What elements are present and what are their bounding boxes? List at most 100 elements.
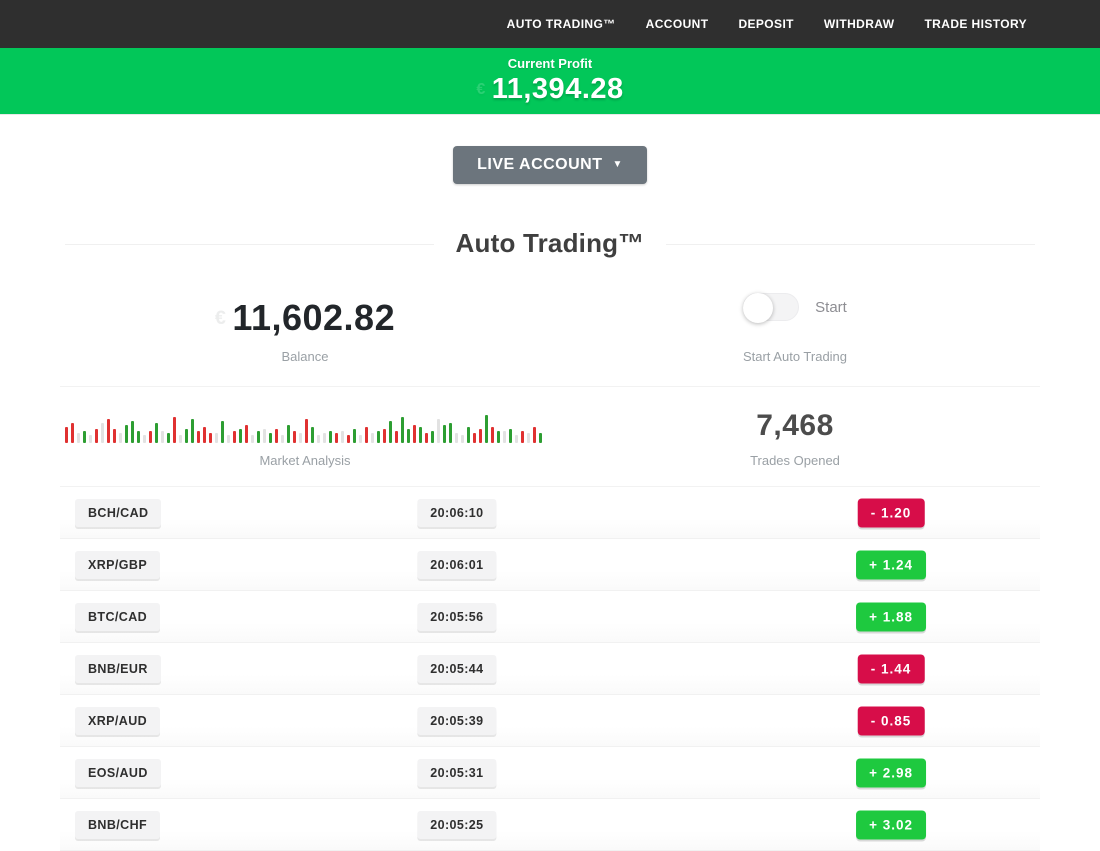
- chart-bar: [167, 433, 170, 443]
- chart-bar: [509, 429, 512, 443]
- table-row: BNB/EUR 20:05:44 - 1.44: [60, 643, 1040, 695]
- chart-bar: [473, 433, 476, 443]
- table-row: BTC/CAD 20:05:56 + 1.88: [60, 591, 1040, 643]
- chart-bar: [395, 431, 398, 443]
- chart-bar: [419, 427, 422, 443]
- chart-bar: [323, 433, 326, 443]
- chart-bar: [479, 429, 482, 443]
- auto-trading-toggle-stat: Start Start Auto Trading: [550, 293, 1040, 364]
- chart-bar: [77, 433, 80, 443]
- chart-bar: [191, 419, 194, 443]
- nav-item-withdraw[interactable]: WITHDRAW: [823, 17, 895, 31]
- chart-bar: [287, 425, 290, 443]
- start-auto-trading-caption: Start Auto Trading: [742, 349, 848, 364]
- trades-opened-value: 7,468: [756, 409, 834, 442]
- chart-bar: [341, 431, 344, 443]
- table-row: XRP/GBP 20:06:01 + 1.24: [60, 539, 1040, 591]
- chart-bar: [269, 433, 272, 443]
- chart-bar: [407, 429, 410, 443]
- chart-bar: [197, 431, 200, 443]
- trade-pair-chip: XRP/GBP: [75, 550, 161, 579]
- trade-time-chip: 20:05:25: [417, 810, 497, 839]
- chart-bar: [497, 431, 500, 443]
- currency-symbol-faint: €: [476, 80, 486, 98]
- chart-bar: [389, 421, 392, 443]
- chart-bar: [485, 415, 488, 443]
- recent-trades-table: BCH/CAD 20:06:10 - 1.20 XRP/GBP 20:06:01…: [60, 487, 1040, 851]
- chart-bar: [365, 427, 368, 443]
- chart-bar: [503, 431, 506, 443]
- chart-bar: [179, 435, 182, 443]
- chart-bar: [455, 433, 458, 443]
- chart-bar: [359, 435, 362, 443]
- chart-bar: [263, 429, 266, 443]
- chart-bar: [125, 425, 128, 443]
- trade-profit-badge: - 1.44: [857, 654, 925, 683]
- stats-row-market-trades: Market Analysis 7,468 Trades Opened: [60, 387, 1040, 487]
- trade-profit-badge: - 1.20: [857, 498, 925, 527]
- chart-bar: [431, 431, 434, 443]
- live-account-label: LIVE ACCOUNT: [477, 156, 603, 173]
- chart-bar: [89, 435, 92, 443]
- stats-row-balance-toggle: € 11,602.82 Balance Start Start Auto Tra…: [60, 260, 1040, 387]
- current-profit-banner: Current Profit € 11,394.28: [0, 48, 1100, 115]
- trade-pair-chip: BCH/CAD: [75, 498, 162, 527]
- trades-opened-label: Trades Opened: [750, 453, 840, 468]
- chart-bar: [521, 431, 524, 443]
- chart-bar: [227, 435, 230, 443]
- trade-time-chip: 20:05:56: [417, 602, 497, 631]
- chart-bar: [383, 429, 386, 443]
- chart-bar: [443, 425, 446, 443]
- chart-bar: [329, 431, 332, 443]
- nav-item-auto-trading[interactable]: AUTO TRADING™: [506, 17, 616, 31]
- chart-bar: [533, 427, 536, 443]
- chart-bar: [437, 419, 440, 443]
- page-title: Auto Trading™: [433, 228, 667, 259]
- chart-bar: [467, 427, 470, 443]
- section-title-row: Auto Trading™: [60, 228, 1040, 260]
- chart-bar: [221, 421, 224, 443]
- account-selector-row: LIVE ACCOUNT ▼: [0, 146, 1100, 184]
- currency-symbol-faint: €: [214, 306, 227, 329]
- chart-bar: [449, 423, 452, 443]
- trade-profit-badge: - 0.85: [857, 706, 925, 735]
- table-row: BNB/CHF 20:05:25 + 3.02: [60, 799, 1040, 851]
- nav-item-account[interactable]: ACCOUNT: [645, 17, 709, 31]
- chart-bar: [281, 435, 284, 443]
- chart-bar: [347, 435, 350, 443]
- trade-profit-badge: + 2.98: [856, 758, 926, 787]
- toggle-line: Start: [743, 293, 847, 323]
- table-row: BCH/CAD 20:06:10 - 1.20: [60, 487, 1040, 539]
- chart-bar: [239, 429, 242, 443]
- chart-bar: [401, 417, 404, 443]
- trade-time-chip: 20:05:39: [417, 706, 497, 735]
- chart-bar: [305, 419, 308, 443]
- main-content: Auto Trading™ € 11,602.82 Balance Start …: [60, 228, 1040, 851]
- live-account-dropdown-button[interactable]: LIVE ACCOUNT ▼: [453, 146, 647, 184]
- chart-bar: [203, 427, 206, 443]
- chart-bar: [353, 429, 356, 443]
- chart-bar: [131, 421, 134, 443]
- trade-profit-badge: + 1.88: [856, 602, 926, 631]
- chart-bar: [101, 423, 104, 443]
- nav-item-deposit[interactable]: DEPOSIT: [738, 17, 794, 31]
- trade-profit-badge: + 3.02: [856, 810, 926, 839]
- trade-time-chip: 20:05:31: [417, 758, 497, 787]
- chart-bar: [377, 431, 380, 443]
- table-row: XRP/AUD 20:05:39 - 0.85: [60, 695, 1040, 747]
- chart-bar: [311, 427, 314, 443]
- trade-time-chip: 20:06:01: [417, 550, 497, 579]
- chart-bar: [527, 433, 530, 443]
- nav-item-trade-history[interactable]: TRADE HISTORY: [924, 17, 1027, 31]
- start-auto-trading-toggle[interactable]: [743, 293, 800, 323]
- trade-pair-chip: BTC/CAD: [75, 602, 161, 631]
- chart-bar: [113, 429, 116, 443]
- trade-pair-chip: BNB/CHF: [75, 810, 161, 839]
- chart-bar: [245, 425, 248, 443]
- table-row: EOS/AUD 20:05:31 + 2.98: [60, 747, 1040, 799]
- trades-opened-stat: 7,468 Trades Opened: [550, 409, 1040, 468]
- chart-bar: [155, 423, 158, 443]
- chart-bar: [137, 431, 140, 443]
- chart-bar: [65, 427, 68, 443]
- trade-pair-chip: EOS/AUD: [75, 758, 161, 787]
